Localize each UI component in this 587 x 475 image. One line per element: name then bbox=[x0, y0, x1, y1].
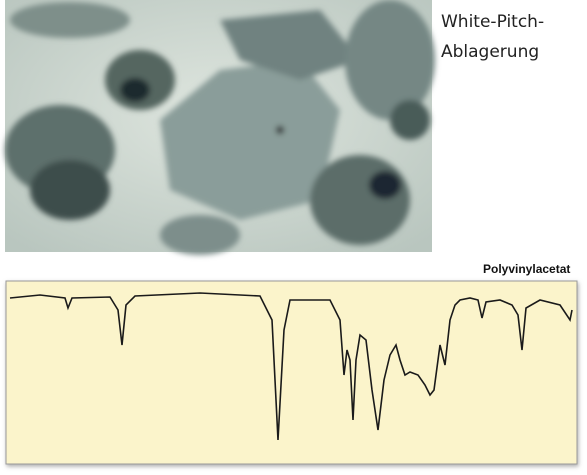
micrograph bbox=[5, 0, 435, 255]
caption-line: Ablagerung bbox=[441, 42, 539, 62]
page: White-Pitch- Ablagerung Polyvinylacetat … bbox=[0, 0, 587, 475]
spectrum-label: Polyvinylacetat bbox=[483, 262, 570, 276]
spectrum-panel bbox=[6, 281, 577, 464]
caption-line: White-Pitch- bbox=[441, 12, 544, 32]
figure bbox=[0, 0, 587, 475]
